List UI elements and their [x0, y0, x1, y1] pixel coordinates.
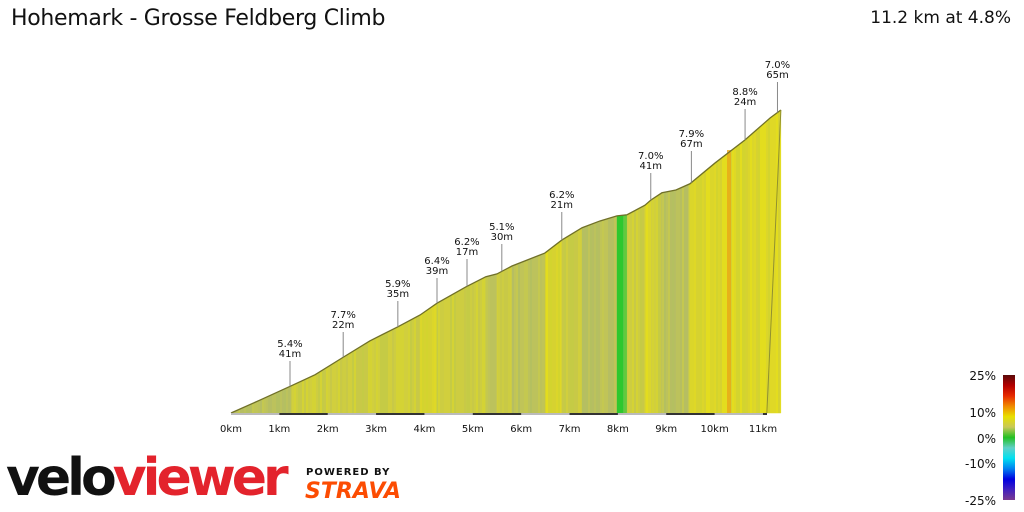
logo-viewer: viewer	[112, 448, 289, 508]
profile-segment	[369, 326, 399, 414]
profile-segment	[650, 192, 663, 414]
page-title: Hohemark - Grosse Feldberg Climb	[11, 6, 386, 31]
annotation-length: 41m	[279, 349, 301, 360]
annotation-grade: 5.4%	[277, 339, 302, 350]
x-tick-label: 9km	[655, 424, 677, 435]
veloviewer-logo: veloviewer	[6, 452, 289, 504]
annotation-grade: 6.2%	[454, 237, 479, 248]
x-tick-label: 1km	[268, 424, 290, 435]
x-tick-label: 3km	[365, 424, 387, 435]
x-tick-label: 6km	[510, 424, 532, 435]
powered-by-label: POWERED BY	[306, 467, 391, 478]
legend-label: -25%	[964, 494, 996, 508]
annotation-grade: 5.9%	[385, 279, 410, 290]
climb-summary: 11.2 km at 4.8%	[870, 8, 1011, 28]
annotation-grade: 8.8%	[732, 87, 757, 98]
logo-velo: velo	[6, 448, 117, 508]
annotation-grade: 7.0%	[765, 60, 790, 71]
x-tick-label: 2km	[317, 424, 339, 435]
profile-outline	[230, 109, 782, 414]
flat-section-stripe	[617, 216, 623, 413]
x-tick-label: 8km	[607, 424, 629, 435]
annotation-grade: 7.9%	[679, 129, 704, 140]
annotation-length: 39m	[426, 266, 448, 277]
annotation-length: 22m	[332, 320, 354, 331]
steep-section-stripe	[727, 150, 731, 413]
annotation-length: 30m	[491, 232, 513, 243]
legend-colorbar	[1003, 375, 1015, 500]
annotation-grade: 5.1%	[489, 222, 514, 233]
x-tick-label: 4km	[413, 424, 435, 435]
annotation-length: 65m	[766, 70, 788, 81]
legend-label: -10%	[964, 457, 996, 471]
x-tick-label: 0km	[220, 424, 242, 435]
x-tick-label: 11km	[749, 424, 777, 435]
x-tick-label: 7km	[559, 424, 581, 435]
annotation-grade: 6.4%	[424, 256, 449, 267]
legend-label: 25%	[969, 369, 996, 383]
x-tick-label: 5km	[462, 424, 484, 435]
annotation-grade: 7.7%	[330, 310, 355, 321]
legend-label: 10%	[969, 406, 996, 420]
annotation-length: 35m	[387, 289, 409, 300]
profile-segment	[644, 199, 652, 414]
annotation-length: 17m	[456, 247, 478, 258]
legend-label: 0%	[976, 432, 996, 446]
x-tick-label: 10km	[700, 424, 728, 435]
annotation-length: 24m	[734, 97, 756, 108]
annotation-grade: 6.2%	[549, 190, 574, 201]
annotation-grade: 7.0%	[638, 151, 663, 162]
annotation-length: 67m	[680, 139, 702, 150]
annotation-length: 41m	[640, 161, 662, 172]
annotation-length: 21m	[551, 200, 573, 211]
profile-end-edge	[766, 109, 782, 414]
strava-logo: STRAVA	[305, 479, 401, 504]
profile-segment	[626, 204, 646, 414]
